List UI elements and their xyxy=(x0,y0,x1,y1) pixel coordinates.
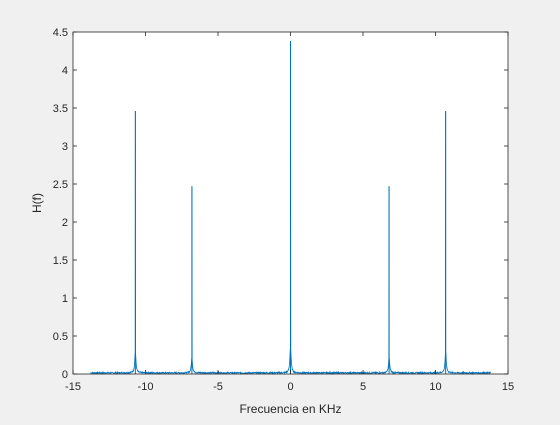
series-layer xyxy=(90,41,491,376)
x-tick-label: -15 xyxy=(65,381,81,393)
y-axis: 0 0.5 1 1.5 2 2.5 3 3.5 4 4.5 xyxy=(53,27,508,381)
y-tick-label: 0.5 xyxy=(53,331,68,343)
y-tick-label: 4 xyxy=(62,65,68,77)
y-tick-label: 2.5 xyxy=(53,179,68,191)
y-tick-label: 1.5 xyxy=(53,255,68,267)
x-tick-label: 10 xyxy=(429,381,441,393)
y-axis-label: H(f) xyxy=(30,193,44,213)
y-tick-label: 1 xyxy=(62,293,68,305)
x-axis-label: Frecuencia en KHz xyxy=(239,402,341,416)
x-tick-label: 15 xyxy=(502,381,514,393)
x-axis: -15 -10 -5 0 5 10 15 xyxy=(65,32,514,393)
x-tick-label: 5 xyxy=(360,381,366,393)
y-tick-label: 0 xyxy=(62,369,68,381)
y-tick-label: 4.5 xyxy=(53,27,68,39)
y-tick-label: 3.5 xyxy=(53,103,68,115)
y-tick-label: 3 xyxy=(62,141,68,153)
y-tick-label: 2 xyxy=(62,217,68,229)
x-tick-label: -10 xyxy=(138,381,154,393)
x-tick-label: 0 xyxy=(287,381,293,393)
x-tick-label: -5 xyxy=(213,381,223,393)
